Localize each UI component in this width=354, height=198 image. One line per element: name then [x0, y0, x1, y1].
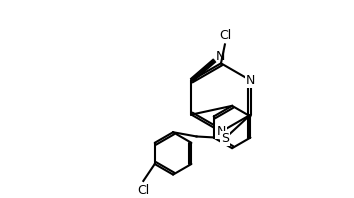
Text: N: N: [216, 125, 226, 138]
Text: Cl: Cl: [219, 29, 231, 42]
Text: Cl: Cl: [137, 184, 149, 197]
Text: S: S: [221, 132, 229, 145]
Text: N: N: [215, 50, 225, 63]
Text: N: N: [246, 74, 255, 87]
